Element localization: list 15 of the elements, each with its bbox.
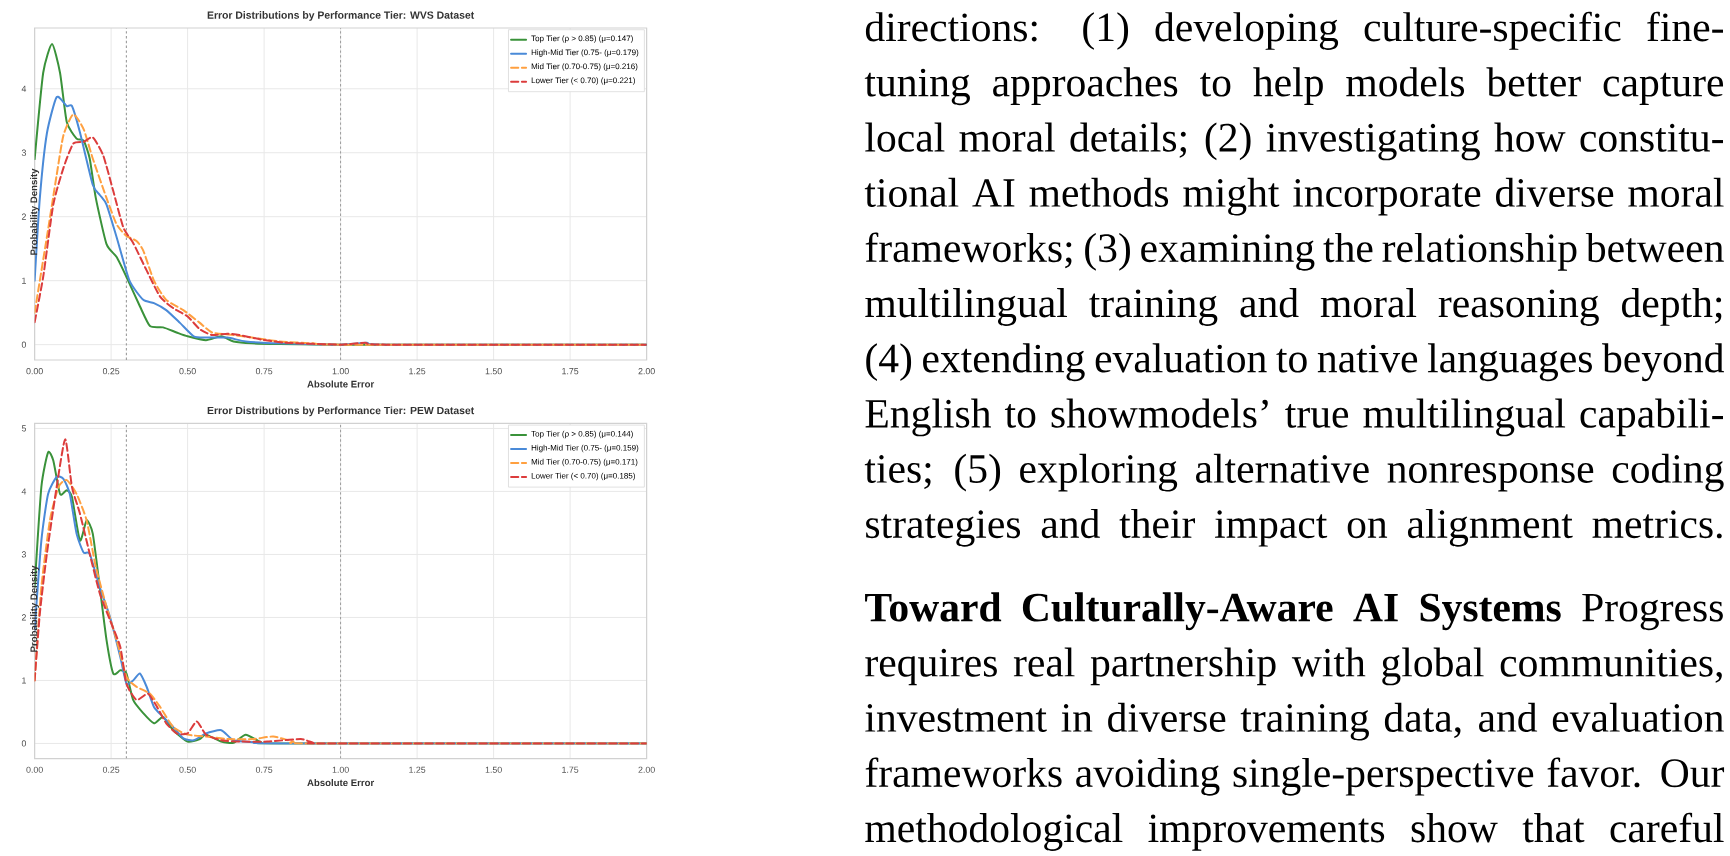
text: tional AI methods might incorporate diverse moral (864, 177, 1724, 216)
text: (4) extending evaluation to native languages beyond (866, 343, 1724, 382)
text: multilingual training and moral reasoning depth; (865, 288, 1722, 326)
text: frameworks; (3) examining the relationship between (865, 232, 1724, 271)
text: requires real partnership with global communities, (865, 647, 1722, 686)
text: frameworks avoiding single-perspective favor. Our (865, 757, 1725, 796)
text: tuning approaches to help models better capture (864, 67, 1724, 106)
text: directions: (1) developing culture-specific fine- (865, 11, 1724, 50)
text: Toward Culturally-Aware AI Systems Progress (865, 592, 1723, 631)
text: English to showmodels’ true multilingual capabili- (865, 398, 1724, 437)
text: investment in diverse training data, and evaluation (865, 702, 1724, 741)
text: methodological improvements show that careful (865, 812, 1724, 851)
text: local moral details; (2) investigating how constitu- (865, 122, 1724, 161)
text: strategies and their impact on alignment metrics. (866, 508, 1722, 547)
text: ties; (5) exploring alternative nonresponse coding (864, 453, 1724, 492)
